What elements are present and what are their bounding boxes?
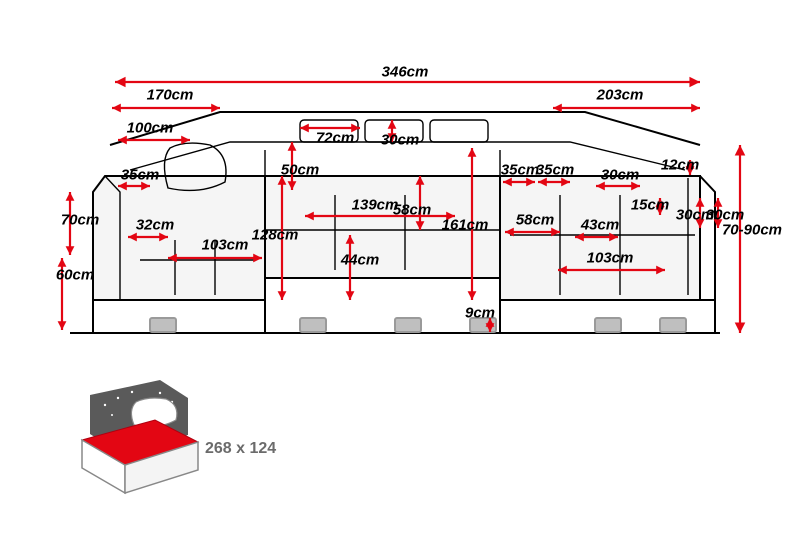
bed-size-label: 268 x 124 xyxy=(205,440,276,458)
dim-44: 44cm xyxy=(341,252,379,269)
diagram-stage: 346cm 170cm 203cm 100cm 72cm 30cm 50cm 3… xyxy=(0,0,800,533)
dim-35l: 35cm xyxy=(121,167,159,184)
bed-icon xyxy=(82,380,198,493)
dim-58r: 58cm xyxy=(516,212,554,229)
dim-32: 32cm xyxy=(136,217,174,234)
dim-128: 128cm xyxy=(252,227,299,244)
dim-15: 15cm xyxy=(631,197,669,214)
dim-9: 9cm xyxy=(465,305,495,322)
dim-203: 203cm xyxy=(597,87,644,104)
dim-35rb: 35cm xyxy=(536,162,574,179)
dim-100: 100cm xyxy=(127,120,174,137)
dim-60: 60cm xyxy=(56,267,94,284)
dim-12: 12cm xyxy=(661,157,699,174)
dim-30h: 30cm xyxy=(381,132,419,149)
dim-50: 50cm xyxy=(281,162,319,179)
dim-58v: 58cm xyxy=(393,202,431,219)
dim-139: 139cm xyxy=(352,197,399,214)
dim-103l: 103cm xyxy=(202,237,249,254)
dim-72: 72cm xyxy=(316,130,354,147)
dim-30r: 30cm xyxy=(601,167,639,184)
dim-43: 43cm xyxy=(581,217,619,234)
dim-70: 70cm xyxy=(61,212,99,229)
sofa-feet xyxy=(150,318,686,332)
dim-103r: 103cm xyxy=(587,250,634,267)
dim-161: 161cm xyxy=(442,217,489,234)
dim-346: 346cm xyxy=(382,64,429,81)
dim-7090: 70-90cm xyxy=(722,222,782,239)
dim-170: 170cm xyxy=(147,87,194,104)
dim-35ra: 35cm xyxy=(501,162,539,179)
